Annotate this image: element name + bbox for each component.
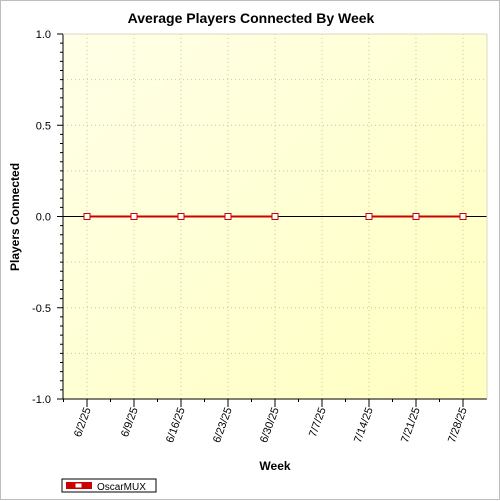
- axis-ticks: [57, 33, 488, 407]
- chart-title: Average Players Connected By Week: [128, 10, 375, 26]
- x-tick-label: 7/21/25: [399, 406, 423, 445]
- data-point: [83, 213, 91, 220]
- x-tick-label: 6/30/25: [258, 406, 282, 445]
- x-tick-label: 7/14/25: [352, 406, 376, 445]
- x-tick-label: 6/23/25: [211, 406, 235, 445]
- x-tick-label: 6/2/25: [72, 406, 94, 439]
- x-tick-label: 6/16/25: [164, 406, 188, 445]
- y-tick-label: -1.0: [32, 394, 51, 406]
- x-axis-tick-labels: 6/2/25 6/9/25 6/16/25 6/23/25 6/30/25 7/7/25 7…: [72, 406, 470, 445]
- y-tick-label: 1.0: [36, 29, 51, 41]
- x-tick-label: 7/7/25: [307, 406, 329, 439]
- data-point: [177, 213, 185, 220]
- series-layer: [83, 213, 467, 220]
- x-tick-label: 7/28/25: [446, 406, 470, 445]
- data-point: [130, 213, 138, 220]
- x-tick-label: 6/9/25: [119, 406, 141, 439]
- y-tick-label: 0.0: [36, 212, 51, 224]
- data-point: [224, 213, 232, 220]
- data-point: [365, 213, 373, 220]
- x-axis-label: Week: [259, 459, 290, 473]
- legend-label: OscarMUX: [97, 482, 146, 493]
- y-axis-tick-labels: 1.0 0.5 0.0 -0.5 -1.0: [32, 29, 51, 406]
- y-tick-label: 0.5: [36, 120, 51, 132]
- legend-marker-icon: [74, 482, 83, 489]
- y-tick-label: -0.5: [32, 303, 51, 315]
- data-point: [271, 213, 279, 220]
- y-axis-label: Players Connected: [8, 163, 22, 271]
- data-point: [412, 213, 420, 220]
- legend: OscarMUX: [61, 478, 157, 493]
- data-point: [459, 213, 467, 220]
